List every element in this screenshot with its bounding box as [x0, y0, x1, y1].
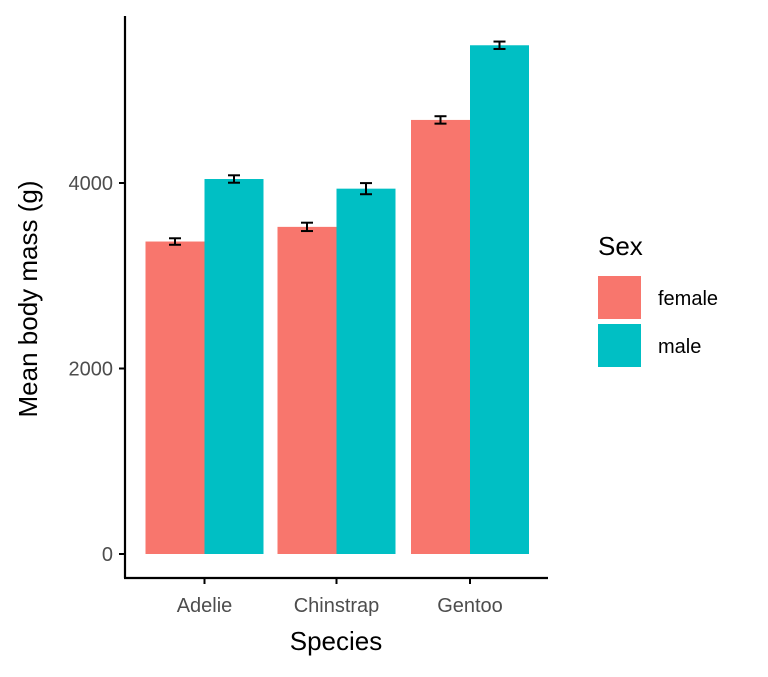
- error-bar-gentoo-male: [493, 40, 506, 50]
- error-bar-chinstrap-female: [301, 221, 313, 233]
- y-ticks-layer: 0 2000 4000: [69, 173, 125, 566]
- error-bar-gentoo-female: [434, 115, 447, 125]
- error-bar-chinstrap-male: [360, 182, 372, 196]
- legend-item-male: male: [598, 324, 701, 367]
- bar-chinstrap-female: [277, 226, 337, 555]
- legend-items: female male: [598, 276, 718, 367]
- bar-chinstrap-male: [336, 188, 396, 554]
- bar-gentoo-male: [470, 45, 529, 555]
- x-axis-title: Species: [290, 626, 383, 656]
- y-tick-label: 2000: [69, 359, 114, 381]
- x-tick-label-adelie: Adelie: [177, 595, 233, 617]
- y-tick-label: 4000: [69, 173, 114, 195]
- bar-gentoo-female: [411, 119, 470, 555]
- x-tick-label-chinstrap: Chinstrap: [294, 595, 380, 617]
- legend-item-female: female: [598, 276, 718, 319]
- bar-adelie-male: [204, 179, 264, 554]
- y-axis-title: Mean body mass (g): [13, 181, 43, 418]
- x-tick-label-gentoo: Gentoo: [437, 595, 503, 617]
- legend-label-male: male: [658, 336, 701, 358]
- bars-layer: [145, 45, 529, 555]
- legend-swatch-male: [598, 324, 641, 367]
- legend-title: Sex: [598, 231, 643, 261]
- legend-swatch-female: [598, 276, 641, 319]
- legend: Sex female male: [598, 231, 718, 367]
- error-bar-adelie-female: [169, 237, 181, 246]
- legend-label-female: female: [658, 288, 718, 310]
- error-bars-layer: [169, 40, 506, 246]
- bar-adelie-female: [145, 241, 205, 554]
- error-bar-adelie-male: [228, 174, 240, 184]
- y-tick-label: 0: [102, 544, 113, 566]
- x-ticks-layer: Adelie Chinstrap Gentoo: [177, 578, 503, 617]
